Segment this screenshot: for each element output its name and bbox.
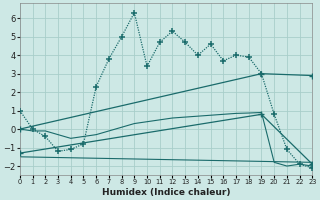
X-axis label: Humidex (Indice chaleur): Humidex (Indice chaleur): [102, 188, 230, 197]
